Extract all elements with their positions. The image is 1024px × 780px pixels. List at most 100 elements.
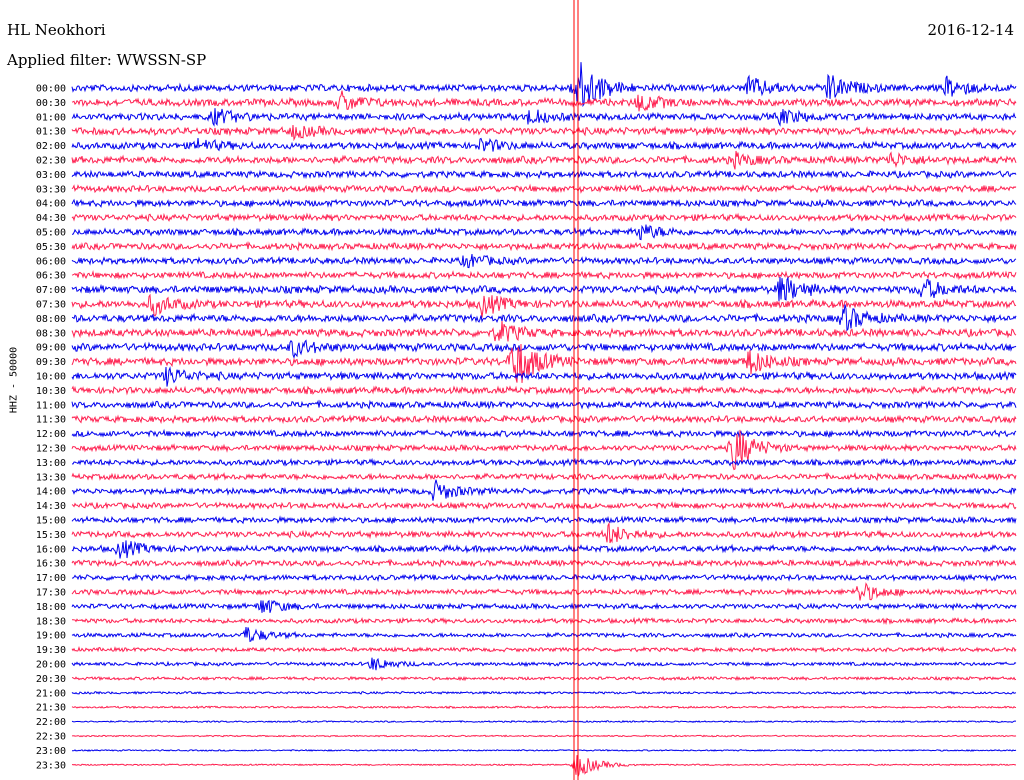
trace-row-1930 [71,645,1017,654]
time-tick-label: 02:00 [36,141,66,152]
trace-row-2030 [71,675,1017,682]
time-tick-label: 03:00 [36,170,66,181]
time-tick-label: 09:30 [36,357,66,368]
time-tick-label: 06:00 [36,256,66,267]
station-name: HL Neokhori [7,21,106,39]
trace-row-1630 [71,558,1017,568]
time-tick-label: 08:00 [36,314,66,325]
time-tick-label: 03:30 [36,184,66,195]
time-tick-label: 07:30 [36,300,66,311]
trace-row-1500 [71,515,1017,525]
time-tick-label: 18:30 [36,616,66,627]
time-tick-label: 17:30 [36,588,66,599]
time-tick-label: 20:30 [36,674,66,685]
time-tick-label: 06:30 [36,271,66,282]
marker-lines [573,0,579,780]
time-tick-label: 16:00 [36,544,66,555]
time-tick-label: 19:30 [36,645,66,656]
trace-row-1530 [71,521,1017,544]
time-tick-label: 23:30 [36,760,66,771]
trace-row-1430 [71,501,1017,511]
time-tick-label: 00:30 [36,98,66,109]
time-tick-label: 23:00 [36,746,66,757]
trace-row-0830 [71,320,1017,342]
time-tick-label: 15:30 [36,530,66,541]
time-tick-label: 16:30 [36,559,66,570]
time-tick-label: 10:30 [36,386,66,397]
trace-row-1730 [71,582,1017,601]
time-tick-label: 01:30 [36,127,66,138]
channel-axis-label: HHZ - 50000 [8,346,20,414]
time-tick-label: 08:30 [36,328,66,339]
trace-row-2300 [72,748,1017,752]
time-tick-label: 12:00 [36,429,66,440]
time-tick-labels: 00:00 00:30 01:00 01:30 02:00 02:30 03:00 03:30… [36,84,66,772]
trace-row-2000 [71,657,1017,671]
filter-label: Applied filter: WWSSN-SP [7,51,207,69]
trace-row-2230 [71,734,1017,738]
time-tick-label: 15:00 [36,516,66,527]
trace-row-1900 [71,626,1017,643]
time-tick-label: 14:30 [36,501,66,512]
time-tick-label: 20:00 [36,660,66,671]
trace-row-1830 [71,616,1017,626]
trace-row-0630 [71,270,1017,281]
time-tick-label: 02:30 [36,156,66,167]
trace-row-0530 [71,241,1017,252]
trace-row-1200 [71,428,1017,439]
trace-row-2130 [71,705,1017,710]
trace-row-0600 [71,254,1017,269]
trace-row-0230 [71,150,1017,170]
trace-row-0730 [71,293,1017,318]
trace-row-1300 [71,457,1017,468]
time-tick-label: 21:00 [36,688,66,699]
time-tick-label: 17:00 [36,573,66,584]
trace-row-2100 [71,690,1017,696]
time-tick-label: 09:00 [36,343,66,354]
time-tick-label: 11:00 [36,400,66,411]
time-tick-label: 22:00 [36,717,66,728]
trace-row-1030 [71,385,1017,396]
time-tick-label: 13:00 [36,458,66,469]
trace-row-0000 [71,62,1017,108]
trace-row-2200 [71,720,1017,724]
time-tick-label: 11:30 [36,415,66,426]
time-tick-label: 01:00 [36,112,66,123]
time-tick-label: 14:00 [36,487,66,498]
time-tick-label: 12:30 [36,444,66,455]
time-tick-label: 05:30 [36,242,66,253]
trace-row-2330 [71,755,1016,777]
trace-row-1100 [71,399,1017,410]
trace-row-0430 [71,212,1017,223]
time-tick-label: 13:30 [36,472,66,483]
record-date: 2016-12-14 [927,21,1014,39]
trace-row-1600 [71,540,1017,559]
trace-row-0030 [71,90,1017,112]
trace-row-1700 [71,573,1017,583]
trace-row-0500 [72,224,1017,241]
trace-row-1230 [71,429,1017,471]
trace-row-0930 [71,343,1017,383]
trace-row-0300 [71,169,1017,180]
trace-row-0100 [71,108,1017,127]
trace-row-0130 [71,124,1017,142]
time-tick-label: 18:00 [36,602,66,613]
trace-row-0330 [71,183,1017,194]
trace-row-1000 [71,366,1017,387]
time-tick-label: 05:00 [36,228,66,239]
trace-row-1130 [71,414,1017,425]
time-tick-label: 04:30 [36,213,66,224]
trace-row-0200 [71,137,1017,152]
trace-row-1800 [71,599,1017,613]
trace-group [71,62,1017,777]
time-tick-label: 21:30 [36,703,66,714]
time-tick-label: 22:30 [36,732,66,743]
time-tick-label: 10:00 [36,372,66,383]
time-tick-label: 04:00 [36,199,66,210]
time-tick-label: 00:00 [36,84,66,95]
trace-row-0400 [71,198,1017,209]
trace-row-0700 [71,276,1017,302]
time-tick-label: 19:00 [36,631,66,642]
trace-row-1400 [71,479,1017,501]
